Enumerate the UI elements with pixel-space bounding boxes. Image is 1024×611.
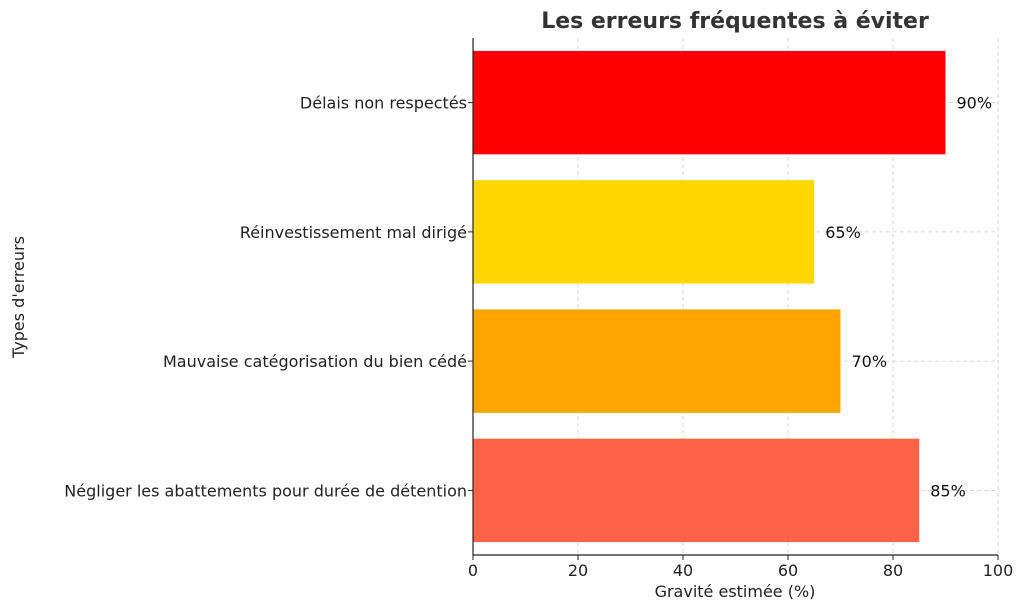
axes: Délais non respectés Réinvestissement mal… [64, 38, 1013, 580]
bars: 90% 65% 70% 85% [473, 50, 993, 543]
bar-1 [473, 180, 815, 284]
chart-title: Les erreurs fréquentes à éviter [541, 9, 929, 34]
y-tick-label-2: Mauvaise catégorisation du bien cédé [163, 352, 467, 371]
x-tick-label-2: 40 [673, 561, 693, 580]
y-axis-label: Types d'erreurs [9, 236, 28, 359]
x-tick-label-0: 0 [468, 561, 478, 580]
y-tick-label-0: Délais non respectés [300, 94, 467, 113]
x-axis-label: Gravité estimée (%) [655, 582, 816, 601]
x-tick-label-5: 100 [983, 561, 1014, 580]
bar-value-label-3: 85% [930, 481, 966, 500]
bar-value-label-1: 65% [825, 223, 861, 242]
bar-0 [473, 50, 946, 155]
bar-2 [473, 309, 841, 413]
x-tick-label-4: 80 [883, 561, 903, 580]
x-tick-label-3: 60 [778, 561, 798, 580]
y-tick-label-3: Négliger les abattements pour durée de d… [64, 481, 467, 500]
bar-3 [473, 438, 920, 543]
bar-value-label-0: 90% [957, 94, 993, 113]
x-tick-label-1: 20 [568, 561, 588, 580]
bar-value-label-2: 70% [852, 352, 888, 371]
y-tick-label-1: Réinvestissement mal dirigé [240, 223, 467, 242]
